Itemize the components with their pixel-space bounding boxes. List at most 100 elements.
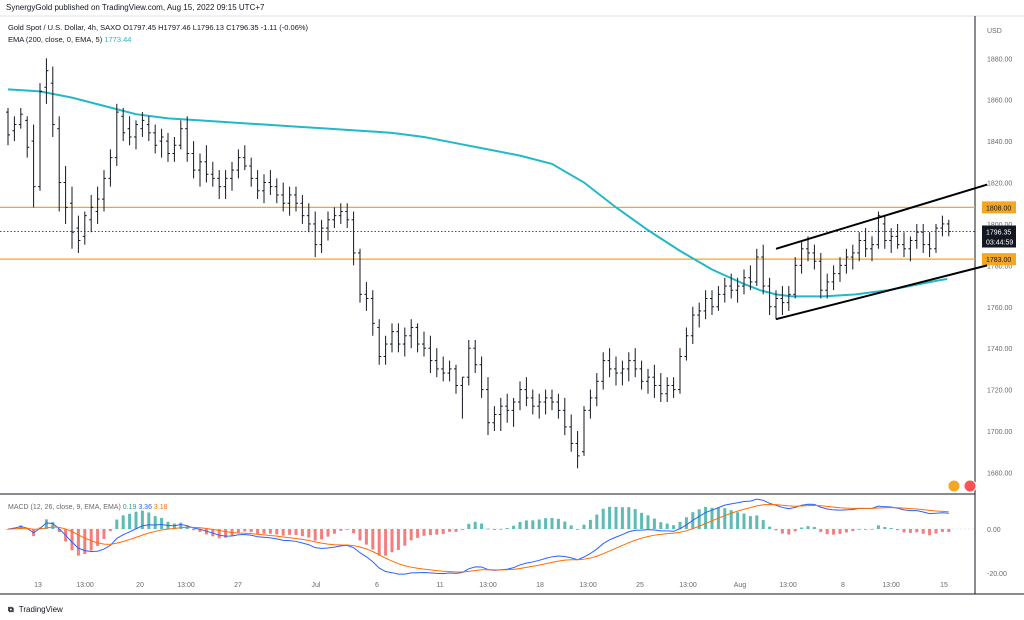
macd-hist-bar: [89, 529, 93, 551]
channel-line: [775, 264, 988, 321]
price-chart[interactable]: USD 1680.00 1700.00 1720.00 1740.00 1760.00 17…: [0, 0, 1024, 600]
macd-hist-bar: [851, 529, 855, 532]
macd-hist-bar: [492, 529, 496, 530]
candle-up: [825, 273, 830, 299]
macd-line: [7, 498, 949, 575]
macd-hist-bar: [115, 519, 119, 529]
macd-hist-bar: [940, 529, 944, 532]
macd-hist-bar: [172, 523, 176, 529]
candle-down: [313, 211, 318, 258]
candle-up: [236, 149, 241, 179]
candle-up: [742, 269, 746, 295]
price-axis-currency: USD: [987, 28, 1002, 35]
candle-up: [594, 373, 599, 407]
candle-down: [121, 107, 126, 142]
macd-hist-bar: [704, 506, 708, 529]
macd-hist-bar: [249, 529, 253, 533]
macd-hist-bar: [480, 523, 484, 529]
candle-down: [204, 145, 209, 183]
macd-hist-bar: [633, 509, 637, 529]
macd-hist-bar: [748, 516, 752, 529]
macd-hist-bar: [454, 529, 458, 532]
price-tick-label: 1880.00: [987, 56, 1012, 63]
macd-hist-bar: [524, 520, 528, 529]
candle-down: [434, 348, 439, 378]
candle-up: [857, 232, 862, 262]
macd-hist-bar: [684, 517, 688, 529]
macd-hist-bar: [883, 526, 887, 529]
footer-brand: TradingView: [18, 605, 63, 614]
macd-hist-value: 0.19: [122, 504, 137, 511]
candle-up: [18, 107, 23, 129]
candle-up: [82, 211, 87, 245]
candle-up: [626, 352, 631, 382]
macd-hist-bar: [326, 529, 330, 537]
time-tick-label: 25: [636, 582, 644, 589]
macd-hist-bar: [812, 526, 816, 529]
macd-hist-bar: [832, 529, 836, 535]
macd-tick-label: 0.00: [987, 527, 1001, 534]
macd-hist-bar: [102, 529, 106, 539]
candle-down: [748, 265, 753, 291]
macd-hist-bar: [800, 527, 804, 529]
macd-hist-bar: [627, 507, 631, 529]
candle-up: [332, 207, 337, 229]
candle-down: [505, 393, 510, 423]
candle-down: [895, 223, 900, 249]
macd-hist-bar: [806, 526, 810, 529]
macd-hist-bar: [531, 520, 535, 529]
macd-hist-bar: [518, 521, 522, 529]
macd-hist-bar: [192, 529, 196, 531]
macd-hist-bar: [396, 529, 400, 550]
candles-group: [6, 58, 951, 469]
macd-tick-label: -20.00: [987, 571, 1007, 578]
macd-hist-bar: [428, 529, 432, 536]
candle-up: [620, 360, 625, 386]
time-tick-label: 8: [841, 582, 845, 589]
candle-up: [588, 389, 593, 419]
macd-hist-bar: [928, 529, 932, 536]
candle-up: [319, 219, 324, 253]
candle-down: [927, 232, 932, 258]
candle-up: [716, 286, 721, 311]
candle-down: [268, 170, 273, 195]
macd-hist-bar: [448, 529, 452, 532]
macd-hist-bar: [646, 515, 650, 529]
macd-hist-bar: [896, 529, 900, 531]
macd-hist-bar: [729, 510, 733, 529]
candle-up: [665, 377, 670, 403]
macd-hist-bar: [224, 529, 228, 538]
ohlc-values: O1797.45 H1797.46 L1796.13 C1796.35 -1.1…: [123, 23, 309, 32]
macd-hist-bar: [857, 528, 861, 530]
candle-up: [678, 348, 682, 394]
candle-down: [422, 331, 426, 357]
macd-hist-bar: [512, 525, 516, 529]
candle-down: [761, 244, 766, 295]
candle-down: [57, 116, 62, 212]
candle-up: [537, 393, 542, 419]
macd-hist-bar: [742, 513, 746, 529]
macd-hist-bar: [947, 529, 951, 533]
candle-up: [511, 397, 516, 427]
macd-hist-bar: [134, 511, 138, 529]
candle-up: [326, 211, 330, 241]
macd-hist-bar: [416, 529, 420, 538]
candle-down: [281, 182, 286, 212]
candle-up: [940, 215, 945, 237]
candle-down: [562, 397, 567, 436]
candle-up: [140, 112, 145, 137]
macd-hist-bar: [140, 510, 144, 529]
candle-down: [153, 124, 158, 154]
candle-down: [671, 377, 676, 398]
macd-hist-bar: [390, 529, 394, 553]
candle-down: [812, 244, 817, 270]
candle-up: [466, 339, 471, 386]
macd-hist-bar: [268, 529, 272, 534]
macd-hist-bar: [160, 517, 164, 529]
macd-hist-bar: [217, 529, 221, 539]
candle-down: [63, 165, 68, 224]
candle-down: [25, 116, 30, 158]
candle-down: [415, 323, 420, 353]
candle-up: [447, 360, 452, 382]
candle-up: [44, 58, 49, 104]
